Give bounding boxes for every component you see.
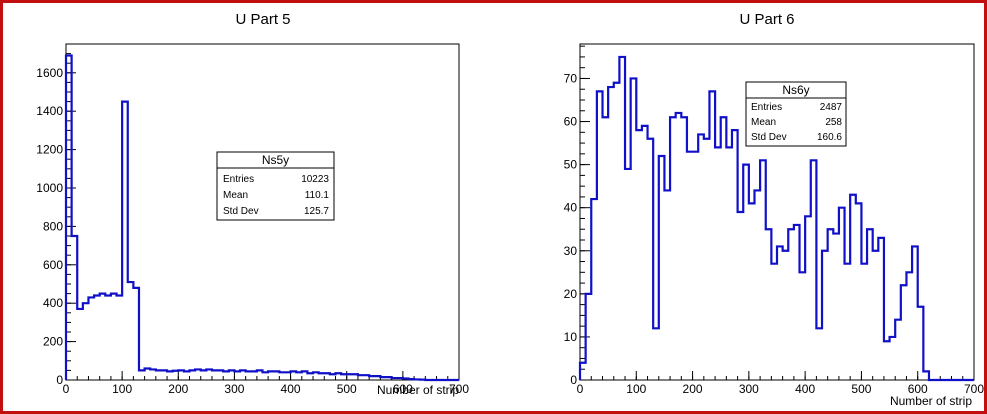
stats-std-label: Std Dev: [751, 132, 787, 143]
x-tick-label: 300: [739, 382, 759, 396]
y-tick-label: 800: [43, 219, 63, 233]
stats-mean-value: 258: [825, 117, 842, 128]
chart-title: U Part 5: [235, 11, 290, 28]
histogram-panel-u-part-5: U Part 5 0 100 200 300 400 500 600 700 0 200 400 6…: [36, 11, 469, 397]
x-tick-label: 0: [63, 382, 70, 396]
y-tick-label: 1400: [36, 104, 63, 118]
y-tick-label: 200: [43, 335, 63, 349]
y-tick-label: 1000: [36, 181, 63, 195]
x-tick-label: 600: [393, 382, 413, 396]
y-tick-label: 0: [56, 373, 63, 387]
x-tick-label: 400: [795, 382, 815, 396]
y-tick-label: 40: [564, 201, 578, 215]
y-axis: 0 10 20 30 40 50 60 70: [564, 45, 590, 387]
x-tick-label: 700: [449, 382, 469, 396]
chart-title: U Part 6: [739, 11, 794, 28]
y-tick-label: 70: [564, 71, 578, 85]
stats-mean-label: Mean: [751, 117, 776, 128]
stats-std-label: Std Dev: [223, 206, 259, 217]
x-tick-label: 600: [908, 382, 928, 396]
x-axis-label: Number of strip: [890, 394, 972, 408]
y-tick-label: 600: [43, 258, 63, 272]
stats-entries-label: Entries: [751, 102, 782, 113]
y-tick-label: 1600: [36, 66, 63, 80]
stats-std-value: 125.7: [304, 206, 329, 217]
stats-mean-label: Mean: [223, 190, 248, 201]
stats-name: Ns5y: [262, 153, 289, 167]
x-axis-label: Number of strip: [377, 383, 459, 397]
stats-box: Ns5y Entries 10223 Mean 110.1 Std Dev 12…: [216, 151, 335, 221]
y-tick-label: 10: [564, 330, 578, 344]
x-axis: 0 100 200 300 400 500 600 700: [577, 371, 984, 396]
stats-entries-value: 2487: [820, 102, 843, 113]
x-tick-label: 500: [851, 382, 871, 396]
x-tick-label: 500: [337, 382, 357, 396]
histogram-series: [64, 54, 459, 382]
y-tick-label: 50: [564, 158, 578, 172]
y-tick-label: 1200: [36, 143, 63, 157]
x-tick-label: 300: [224, 382, 244, 396]
x-tick-label: 700: [964, 382, 984, 396]
x-tick-label: 200: [683, 382, 703, 396]
x-tick-label: 200: [168, 382, 188, 396]
histogram-panel-u-part-6: U Part 6 0 100 200 300 400 500 600 700 0 10 20 30 4…: [564, 11, 985, 408]
x-tick-label: 400: [281, 382, 301, 396]
stats-mean-value: 110.1: [305, 190, 330, 201]
stats-entries-value: 10223: [301, 174, 329, 185]
x-tick-label: 100: [626, 382, 646, 396]
histogram-series: [578, 55, 974, 382]
stats-name: Ns6y: [782, 83, 809, 97]
x-axis: 0 100 200 300 400 500 600 700: [63, 371, 469, 396]
stats-entries-label: Entries: [223, 174, 254, 185]
y-tick-label: 60: [564, 115, 578, 129]
y-tick-label: 20: [564, 287, 578, 301]
stats-box: Ns6y Entries 2487 Mean 258 Std Dev 160.6: [745, 81, 847, 147]
y-tick-label: 0: [570, 373, 577, 387]
x-tick-label: 0: [577, 382, 584, 396]
y-tick-label: 30: [564, 244, 578, 258]
stats-std-value: 160.6: [817, 132, 842, 143]
x-tick-label: 100: [112, 382, 132, 396]
y-tick-label: 400: [43, 296, 63, 310]
